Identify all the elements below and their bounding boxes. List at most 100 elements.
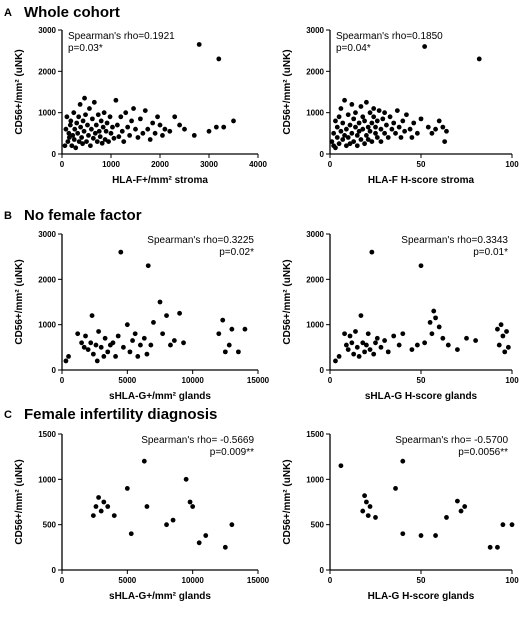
data-point [74, 120, 80, 126]
x-tick-label: 100 [505, 376, 519, 385]
data-point [222, 349, 228, 355]
data-point [94, 358, 100, 364]
y-tick-label: 1500 [306, 430, 324, 439]
data-point [145, 263, 151, 269]
x-tick-label: 100 [505, 576, 519, 585]
data-point [83, 333, 88, 339]
data-point [373, 515, 378, 520]
data-point [140, 130, 146, 136]
data-point [365, 137, 371, 142]
data-point [376, 108, 382, 113]
data-point [364, 342, 369, 348]
data-point [358, 137, 364, 142]
data-point [495, 326, 500, 332]
data-point [362, 349, 367, 355]
data-point [389, 126, 395, 132]
data-point [113, 97, 119, 103]
data-point [353, 110, 358, 116]
data-point [369, 249, 375, 255]
x-tick-label: 50 [417, 376, 426, 385]
data-point [360, 126, 366, 132]
data-point [340, 120, 346, 126]
y-tick-label: 1000 [38, 321, 56, 330]
data-point [433, 533, 438, 538]
y-tick-label: 1500 [38, 430, 56, 439]
data-point [125, 124, 131, 130]
data-point [358, 104, 364, 109]
data-point [102, 335, 108, 341]
spearman-rho-label: Spearman's rho=0.1921 [68, 31, 175, 42]
data-point [115, 333, 121, 339]
data-point [116, 134, 122, 140]
data-point [79, 340, 84, 346]
data-point [142, 108, 148, 113]
data-point [144, 351, 150, 357]
data-point [342, 97, 347, 103]
x-axis-title: HLA-F+/mm² stroma [112, 175, 208, 186]
data-point [362, 493, 367, 499]
scatter-panel-1: 0 1000 2000 3000 0 1000 2000 3000 4000 HLA-F+/mm²… [14, 26, 267, 186]
data-point [380, 116, 386, 122]
data-point [106, 139, 111, 145]
data-point [96, 329, 101, 334]
data-point [93, 504, 99, 509]
data-point [196, 42, 202, 47]
data-point [164, 313, 169, 318]
data-point [103, 128, 109, 134]
data-point [351, 351, 357, 357]
y-axis-title: CD56+/mm² (uNK) [282, 49, 293, 134]
data-point [444, 515, 449, 520]
data-point [343, 126, 349, 132]
data-point [353, 124, 358, 130]
data-point [157, 299, 163, 305]
data-point [128, 531, 134, 537]
data-point [440, 335, 446, 341]
data-point [393, 130, 398, 136]
data-point [242, 326, 248, 332]
data-point [68, 118, 74, 124]
x-tick-label: 100 [505, 160, 519, 169]
y-tick-label: 0 [52, 366, 57, 375]
data-point [118, 249, 124, 255]
data-point [177, 122, 183, 128]
section-headers: A Whole cohort B No female factor C Fema… [4, 4, 217, 423]
data-point [504, 329, 509, 334]
data-point [345, 347, 351, 352]
data-point [87, 106, 92, 111]
data-point [177, 310, 183, 316]
data-point [396, 342, 402, 348]
data-point [152, 130, 158, 136]
data-point [378, 126, 384, 132]
data-point [502, 349, 508, 355]
data-point [433, 126, 438, 132]
data-point [105, 349, 111, 355]
scatter-panel-4: 0 1000 2000 3000 0 50 100 sHLA-G H-score glands… [282, 230, 519, 402]
data-point [445, 342, 451, 348]
data-point [462, 504, 468, 509]
data-point [77, 102, 83, 107]
data-point [422, 340, 428, 346]
data-point [196, 540, 202, 546]
data-point [76, 114, 82, 120]
y-tick-label: 3000 [38, 26, 56, 35]
section-b-letter: B [4, 210, 12, 222]
data-point [333, 118, 338, 124]
y-tick-label: 0 [52, 566, 57, 575]
data-point [369, 139, 375, 145]
data-point [402, 128, 408, 134]
data-point [98, 508, 104, 514]
data-point [336, 354, 342, 359]
data-point [509, 522, 515, 528]
spearman-rho-label: Spearman's rho=0.3343 [401, 235, 508, 246]
data-point [396, 124, 402, 130]
data-point [107, 114, 113, 120]
p-value-label: p=0.0056** [458, 447, 508, 458]
x-tick-label: 5000 [118, 376, 136, 385]
y-axis-title: CD56+/mm² (uNK) [14, 259, 25, 344]
data-point [135, 354, 141, 359]
data-point [385, 135, 391, 140]
data-point [157, 122, 163, 128]
y-tick-label: 2000 [306, 275, 324, 284]
data-point [121, 344, 126, 350]
